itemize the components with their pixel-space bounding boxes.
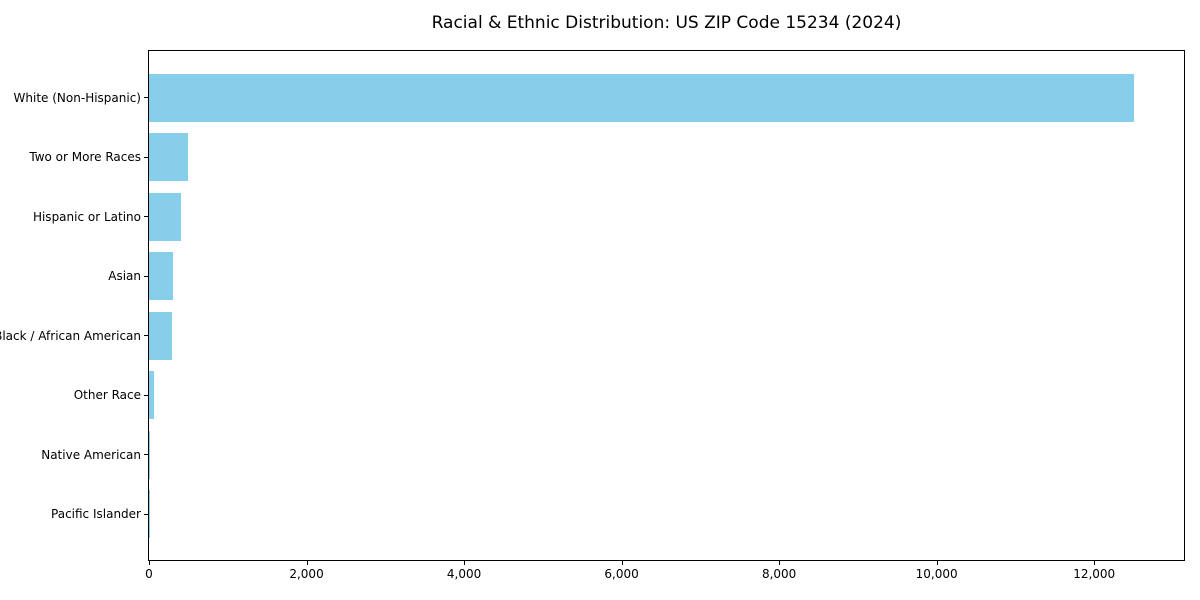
x-tick	[149, 560, 150, 565]
y-tick	[144, 454, 149, 456]
y-tick	[144, 275, 149, 277]
bar	[149, 133, 189, 182]
y-tick	[144, 97, 149, 98]
bar	[149, 311, 172, 360]
x-tick-label: 12,000	[1073, 567, 1116, 581]
y-axis-label: Other Race	[73, 388, 141, 403]
bar	[149, 430, 150, 479]
y-axis-label: Asian	[108, 269, 141, 284]
x-tick	[306, 560, 308, 565]
x-tick	[936, 560, 938, 565]
y-axis-label: Two or More Races	[29, 150, 141, 165]
y-tick	[144, 216, 149, 218]
bar	[149, 252, 173, 301]
x-tick	[464, 560, 466, 565]
x-tick-label: 4,000	[446, 567, 482, 581]
y-axis-label: Native American	[41, 447, 141, 462]
y-axis-label: White (Non-Hispanic)	[13, 90, 141, 105]
x-tick-label: 10,000	[915, 567, 958, 581]
y-tick	[144, 156, 149, 158]
x-tick	[621, 560, 623, 565]
bar	[149, 73, 1134, 122]
y-tick	[144, 394, 149, 396]
x-tick	[1094, 560, 1096, 565]
x-tick-label: 8,000	[761, 567, 797, 581]
y-tick	[144, 513, 149, 515]
y-axis-label: Hispanic or Latino	[32, 209, 141, 224]
x-tick-label: 0	[145, 567, 153, 581]
y-axis-label: Pacific Islander	[51, 507, 141, 522]
plot-area: White (Non-Hispanic) Two or More Races His…	[0, 50, 1185, 580]
x-tick-label: 6,000	[604, 567, 639, 581]
y-axis-label: Black / African American	[0, 328, 141, 343]
x-tick-label: 2,000	[289, 567, 324, 581]
chart-title: Racial & Ethnic Distribution: US ZIP Cod…	[431, 13, 902, 33]
y-tick	[144, 335, 149, 337]
x-tick	[779, 560, 781, 565]
bar	[149, 192, 181, 241]
bar	[149, 371, 154, 420]
